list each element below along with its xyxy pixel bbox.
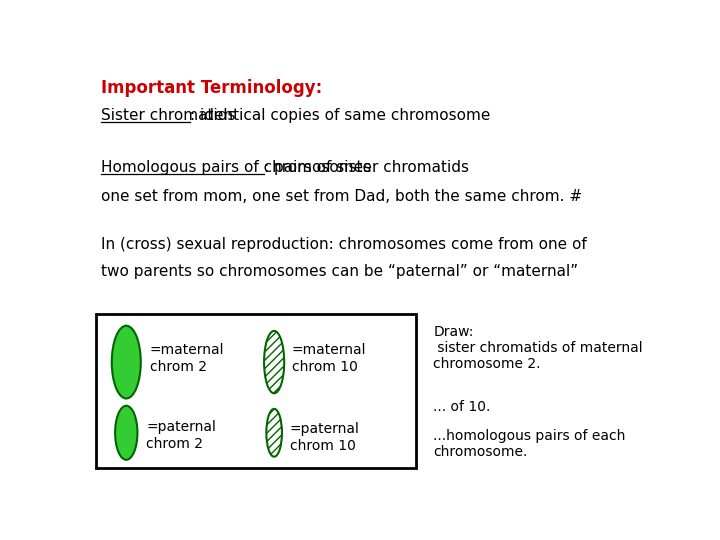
Text: =maternal
chrom 10: =maternal chrom 10 xyxy=(292,343,366,374)
Text: ... of 10.: ... of 10. xyxy=(433,400,490,414)
Ellipse shape xyxy=(264,331,284,393)
Text: two parents so chromosomes can be “paternal” or “maternal”: two parents so chromosomes can be “pater… xyxy=(101,264,578,279)
Ellipse shape xyxy=(112,326,141,399)
Text: Important Terminology:: Important Terminology: xyxy=(101,79,323,97)
Text: =paternal
chrom 10: =paternal chrom 10 xyxy=(289,422,359,453)
Text: ...homologous pairs of each
chromosome.: ...homologous pairs of each chromosome. xyxy=(433,429,626,459)
Text: Sister chromatids: Sister chromatids xyxy=(101,109,235,124)
Text: one set from mom, one set from Dad, both the same chrom. #: one set from mom, one set from Dad, both… xyxy=(101,188,582,204)
Text: =maternal
chrom 2: =maternal chrom 2 xyxy=(150,343,224,374)
FancyBboxPatch shape xyxy=(96,314,416,468)
Text: Draw:
 sister chromatids of maternal
chromosome 2.: Draw: sister chromatids of maternal chro… xyxy=(433,325,643,371)
Text: : pairs of sister chromatids: : pairs of sister chromatids xyxy=(264,160,469,176)
Text: : identical copies of same chromosome: : identical copies of same chromosome xyxy=(190,109,491,124)
Ellipse shape xyxy=(115,406,138,460)
Text: =paternal
chrom 2: =paternal chrom 2 xyxy=(146,420,216,450)
Text: Homologous pairs of chromosomes: Homologous pairs of chromosomes xyxy=(101,160,372,176)
Ellipse shape xyxy=(266,409,282,457)
Text: In (cross) sexual reproduction: chromosomes come from one of: In (cross) sexual reproduction: chromoso… xyxy=(101,237,587,252)
